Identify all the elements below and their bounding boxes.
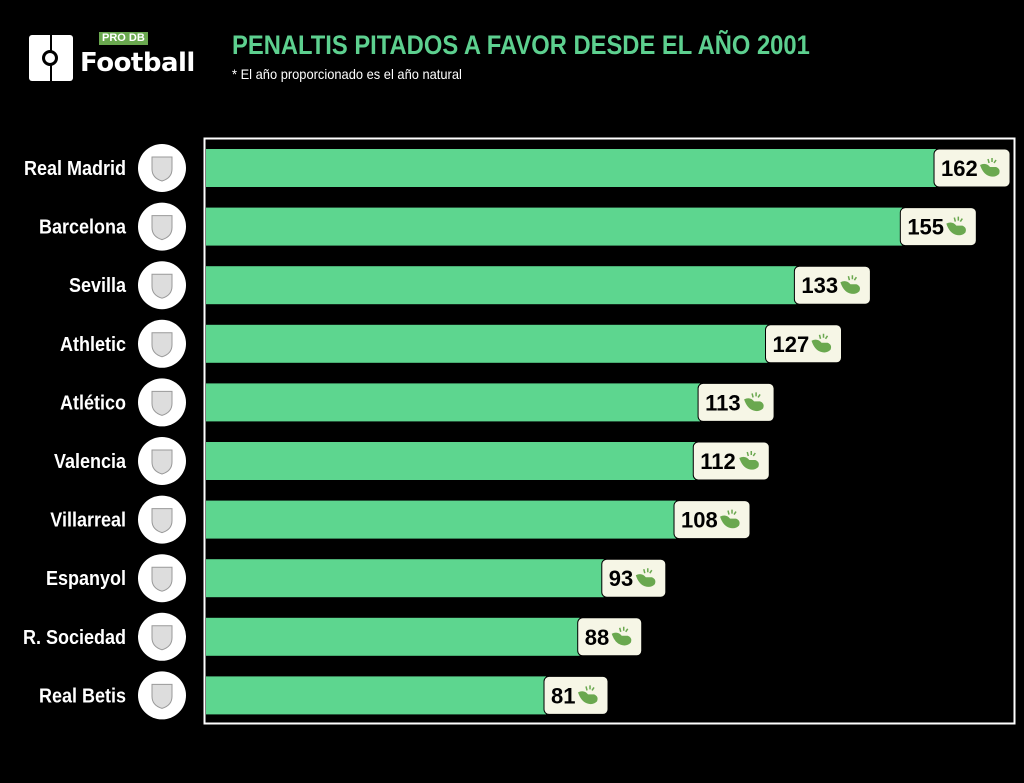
value-label: 108 [673, 500, 751, 540]
whistle-icon [811, 333, 832, 353]
category-label: Espanyol [46, 568, 126, 590]
team-crest-icon [138, 671, 186, 720]
team-crest-icon [138, 437, 186, 485]
brand-pro: PRO DB [99, 32, 148, 45]
whistle-icon [840, 275, 860, 294]
value-label: 162 [933, 148, 1011, 188]
category-label: Barcelona [39, 217, 126, 239]
value-label: 93 [601, 558, 667, 598]
value-label: 88 [577, 617, 643, 657]
value-text: 162 [941, 156, 978, 181]
team-crest-icon [138, 612, 186, 661]
team-crest-icon [138, 261, 186, 310]
team-crest-icon [138, 378, 186, 427]
category-label: Valencia [54, 451, 126, 473]
value-label: 81 [543, 675, 609, 715]
category-label: Real Betis [39, 686, 126, 708]
value-text: 108 [681, 508, 718, 533]
whistle-icon [946, 216, 966, 236]
bar [206, 500, 677, 539]
bar [206, 617, 580, 656]
team-crest-icon [138, 319, 186, 368]
whistle-icon [744, 392, 764, 412]
bar [206, 207, 903, 246]
category-label: Real Madrid [24, 158, 126, 180]
chart-title: PENALTIS PITADOS A FAVOR DESDE EL AÑO 20… [232, 30, 810, 60]
plot-frame [203, 137, 1016, 725]
category-label: Sevilla [69, 275, 126, 297]
whistle-icon [578, 685, 598, 705]
category-label: Villarreal [50, 510, 126, 532]
category-label: Atlético [60, 393, 126, 415]
value-text: 93 [609, 566, 633, 591]
team-crest-icon [138, 144, 186, 192]
whistle-icon [611, 626, 632, 646]
team-crest-icon [138, 495, 186, 544]
whistle-icon [980, 158, 1000, 177]
bar [206, 559, 604, 598]
team-crest-icon [138, 554, 186, 603]
brand-name: Football [80, 48, 195, 78]
value-text: 112 [700, 449, 736, 474]
bar [206, 442, 696, 480]
chart-subtitle: * El año proporcionado es el año natural [232, 66, 462, 82]
bar [206, 149, 937, 187]
value-label: 155 [899, 207, 977, 247]
bar [206, 383, 701, 422]
whistle-icon [635, 568, 656, 587]
whistle-icon [720, 509, 740, 529]
value-text: 155 [907, 215, 944, 240]
value-text: 81 [551, 683, 575, 708]
value-text: 88 [585, 625, 609, 650]
bar [206, 676, 547, 715]
category-label: Athletic [60, 334, 126, 356]
brand-logo-icon [29, 35, 73, 81]
whistle-icon [739, 451, 759, 470]
value-text: 133 [801, 273, 838, 298]
brand-pro-text: PRO [102, 32, 126, 44]
value-label: 113 [697, 382, 775, 422]
team-crest-icon [138, 202, 186, 251]
bar [206, 266, 797, 305]
value-text: 113 [705, 390, 741, 415]
category-label: R. Sociedad [23, 627, 126, 649]
value-label: 112 [692, 441, 770, 481]
brand-db-text: DB [128, 32, 145, 44]
value-label: 133 [793, 265, 871, 305]
bar [206, 324, 768, 363]
value-text: 127 [773, 332, 810, 357]
value-label: 127 [765, 324, 843, 364]
